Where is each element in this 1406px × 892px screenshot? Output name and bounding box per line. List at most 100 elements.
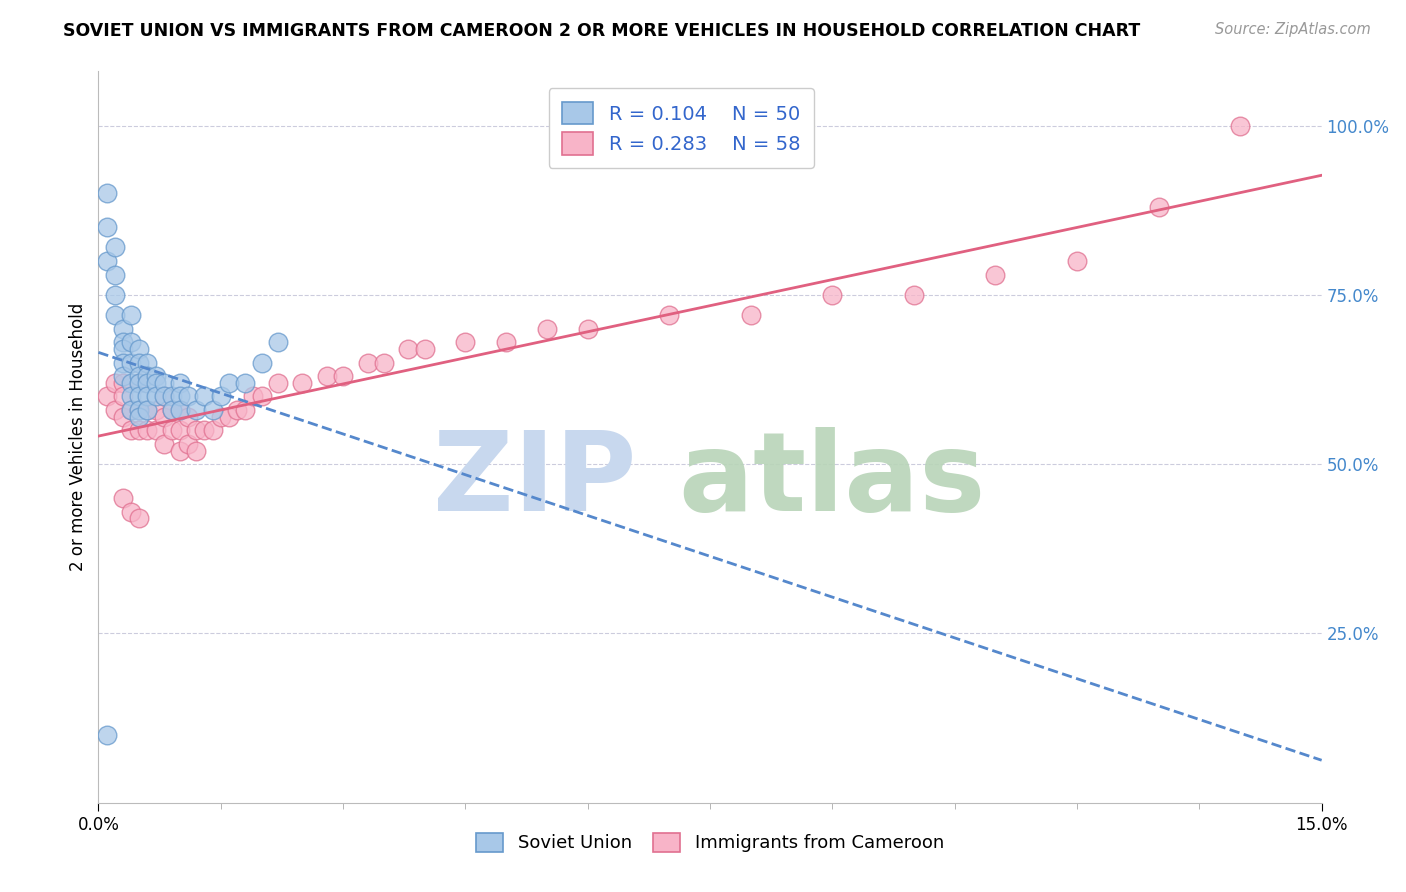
Point: [186, 443, 208, 458]
Point: [128, 376, 150, 390]
Point: [96, 389, 118, 403]
Point: [145, 423, 167, 437]
Point: [169, 389, 191, 403]
Point: [104, 268, 127, 282]
Point: [120, 389, 142, 403]
Point: [267, 335, 290, 350]
Point: [209, 389, 232, 403]
Text: SOVIET UNION VS IMMIGRANTS FROM CAMEROON 2 OR MORE VEHICLES IN HOUSEHOLD CORRELA: SOVIET UNION VS IMMIGRANTS FROM CAMEROON…: [63, 22, 1140, 40]
Point: [136, 423, 159, 437]
Point: [104, 240, 127, 254]
Point: [128, 355, 150, 369]
Point: [136, 403, 159, 417]
Point: [169, 376, 191, 390]
Point: [201, 423, 224, 437]
Point: [152, 389, 174, 403]
Point: [111, 369, 134, 384]
Point: [128, 389, 150, 403]
Point: [120, 403, 142, 417]
Point: [536, 322, 558, 336]
Point: [120, 376, 142, 390]
Point: [120, 403, 142, 417]
Point: [120, 355, 142, 369]
Point: [96, 728, 118, 742]
Point: [193, 389, 215, 403]
Point: [218, 409, 240, 424]
Point: [120, 505, 142, 519]
Point: [250, 355, 273, 369]
Point: [160, 403, 183, 417]
Point: [356, 355, 378, 369]
Point: [104, 403, 127, 417]
Point: [128, 409, 150, 424]
Point: [136, 376, 159, 390]
Point: [242, 389, 264, 403]
Point: [152, 437, 174, 451]
Point: [145, 389, 167, 403]
Point: [177, 437, 200, 451]
Point: [169, 403, 191, 417]
Point: [177, 389, 200, 403]
Point: [267, 376, 290, 390]
Point: [186, 403, 208, 417]
Point: [136, 403, 159, 417]
Point: [104, 288, 127, 302]
Point: [332, 369, 354, 384]
Point: [96, 186, 118, 201]
Point: [120, 308, 142, 322]
Point: [218, 376, 240, 390]
Point: [120, 423, 142, 437]
Point: [111, 389, 134, 403]
Point: [111, 376, 134, 390]
Point: [291, 376, 314, 390]
Point: [128, 403, 150, 417]
Point: [160, 403, 183, 417]
Point: [145, 403, 167, 417]
Point: [821, 288, 844, 302]
Point: [250, 389, 273, 403]
Point: [160, 389, 183, 403]
Text: Source: ZipAtlas.com: Source: ZipAtlas.com: [1215, 22, 1371, 37]
Point: [111, 342, 134, 356]
Point: [128, 376, 150, 390]
Point: [576, 322, 599, 336]
Point: [111, 409, 134, 424]
Point: [128, 423, 150, 437]
Point: [120, 335, 142, 350]
Point: [169, 403, 191, 417]
Point: [152, 376, 174, 390]
Point: [193, 423, 215, 437]
Point: [128, 342, 150, 356]
Point: [495, 335, 517, 350]
Point: [903, 288, 925, 302]
Point: [169, 443, 191, 458]
Point: [96, 220, 118, 235]
Point: [201, 403, 224, 417]
Legend: Soviet Union, Immigrants from Cameroon: Soviet Union, Immigrants from Cameroon: [468, 826, 952, 860]
Point: [111, 355, 134, 369]
Point: [96, 254, 118, 268]
Point: [1229, 119, 1251, 133]
Point: [152, 409, 174, 424]
Point: [984, 268, 1007, 282]
Point: [136, 355, 159, 369]
Point: [104, 376, 127, 390]
Point: [111, 491, 134, 505]
Point: [1147, 200, 1170, 214]
Point: [454, 335, 477, 350]
Point: [160, 423, 183, 437]
Point: [145, 376, 167, 390]
Point: [233, 376, 256, 390]
Point: [1066, 254, 1088, 268]
Point: [128, 511, 150, 525]
Point: [145, 369, 167, 384]
Point: [233, 403, 256, 417]
Point: [136, 389, 159, 403]
Point: [177, 409, 200, 424]
Point: [373, 355, 395, 369]
Point: [128, 369, 150, 384]
Point: [136, 369, 159, 384]
Point: [413, 342, 436, 356]
Point: [740, 308, 762, 322]
Point: [315, 369, 337, 384]
